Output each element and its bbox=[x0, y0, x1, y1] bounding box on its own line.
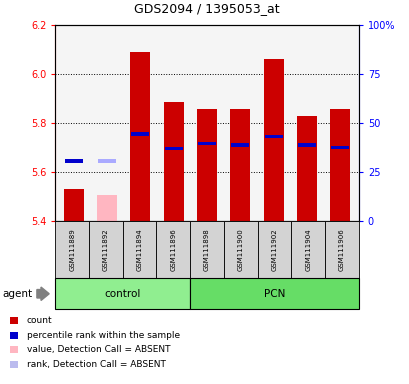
Text: GDS2094 / 1395053_at: GDS2094 / 1395053_at bbox=[134, 2, 279, 15]
Bar bbox=[330, 146, 348, 149]
Text: PCN: PCN bbox=[263, 289, 285, 299]
Bar bbox=[164, 147, 182, 150]
Bar bbox=[231, 143, 249, 147]
Bar bbox=[264, 135, 282, 138]
Text: rank, Detection Call = ABSENT: rank, Detection Call = ABSENT bbox=[27, 360, 165, 369]
Text: GSM111889: GSM111889 bbox=[69, 228, 75, 271]
Text: control: control bbox=[104, 289, 141, 299]
Text: GSM111892: GSM111892 bbox=[103, 228, 109, 271]
Bar bbox=[98, 159, 116, 162]
FancyArrow shape bbox=[37, 287, 49, 300]
Bar bbox=[97, 195, 117, 221]
Bar bbox=[197, 109, 216, 221]
Text: agent: agent bbox=[2, 289, 32, 299]
Text: count: count bbox=[27, 316, 52, 325]
Text: GSM111900: GSM111900 bbox=[237, 228, 243, 271]
Bar bbox=[263, 59, 283, 221]
Bar bbox=[65, 159, 83, 162]
Text: GSM111906: GSM111906 bbox=[338, 228, 344, 271]
Text: GSM111896: GSM111896 bbox=[170, 228, 176, 271]
Bar bbox=[330, 109, 350, 221]
Bar bbox=[198, 142, 216, 146]
Text: GSM111904: GSM111904 bbox=[304, 228, 310, 271]
Text: GSM111898: GSM111898 bbox=[204, 228, 209, 271]
Text: GSM111902: GSM111902 bbox=[271, 228, 277, 271]
Bar bbox=[297, 143, 315, 147]
Text: percentile rank within the sample: percentile rank within the sample bbox=[27, 331, 179, 340]
Bar bbox=[131, 132, 149, 136]
Bar bbox=[63, 189, 83, 221]
Text: value, Detection Call = ABSENT: value, Detection Call = ABSENT bbox=[27, 345, 170, 354]
Bar bbox=[163, 102, 183, 221]
Bar bbox=[230, 109, 250, 221]
Text: GSM111894: GSM111894 bbox=[136, 228, 142, 271]
Bar bbox=[297, 116, 316, 221]
Bar bbox=[130, 52, 150, 221]
